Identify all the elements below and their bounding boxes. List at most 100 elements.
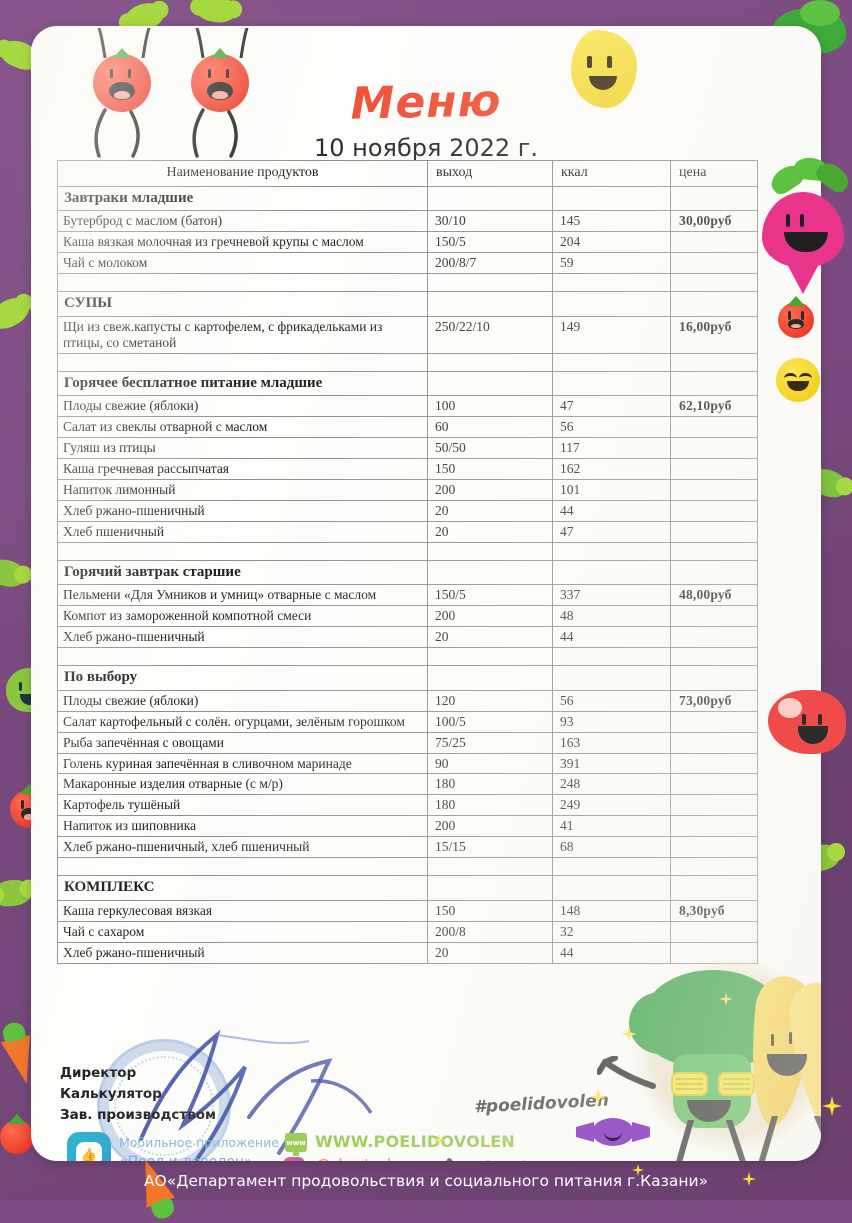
table-header-row: Наименование продуктов выход ккал цена bbox=[57, 160, 758, 187]
cell-kcal: 391 bbox=[552, 752, 671, 775]
cell-output: 100 bbox=[427, 395, 553, 418]
cell-kcal: 117 bbox=[552, 437, 671, 459]
cell-kcal: 204 bbox=[552, 231, 671, 254]
cell-name: Хлеб ржано-пшеничный bbox=[57, 499, 428, 522]
table-row: Плоды свежие (яблоки) 120 56 73,00руб bbox=[57, 689, 758, 712]
section-title: СУПЫ bbox=[57, 290, 428, 317]
cell-price bbox=[670, 836, 758, 859]
cell-output: 150/5 bbox=[427, 231, 553, 254]
phone-icon: 📞 bbox=[445, 1158, 466, 1161]
cell-name: Салат из свеклы отварной с маслом bbox=[57, 416, 428, 439]
cell-price bbox=[670, 920, 758, 943]
cell-price bbox=[670, 437, 758, 459]
table-row: Бутерброд с маслом (батон) 30/10 145 30,00р… bbox=[57, 210, 758, 233]
app-label-line2: «Поел и доволен» bbox=[119, 1152, 294, 1161]
thumbs-up-icon: 👍 bbox=[80, 1146, 98, 1161]
cell-price bbox=[670, 231, 758, 254]
table-row: Пельмени «Для Умников и умниц» отварные … bbox=[57, 584, 758, 607]
table-spacer-row bbox=[57, 857, 758, 877]
phone-number[interactable]: 8-(800)-234-33-88 bbox=[467, 1158, 620, 1161]
cell-kcal: 44 bbox=[552, 499, 671, 522]
cell-kcal: 47 bbox=[552, 520, 671, 543]
header-output: выход bbox=[427, 160, 553, 187]
cell-price bbox=[670, 605, 758, 628]
cell-output: 20 bbox=[427, 520, 553, 543]
table-spacer-row bbox=[57, 541, 758, 561]
cell-kcal: 248 bbox=[552, 773, 671, 796]
instagram-handle[interactable]: @depta.kzn bbox=[315, 1156, 416, 1161]
table-spacer-row bbox=[57, 647, 758, 667]
cell-price bbox=[670, 370, 758, 397]
tomato-character-icon bbox=[191, 28, 249, 158]
footer-text: АО«Департамент продовольствия и социальн… bbox=[143, 1171, 709, 1190]
cell-price: 16,00руб bbox=[670, 315, 758, 354]
tomato-character-icon bbox=[93, 28, 151, 158]
cell-price bbox=[670, 478, 758, 501]
table-section-row: Горячий завтрак старшие bbox=[57, 559, 758, 586]
table-spacer-row bbox=[57, 272, 758, 292]
cell-price bbox=[670, 665, 758, 691]
cell-name: Чай с молоком bbox=[57, 252, 428, 274]
cell-name: Каша гречневая рассыпчатая bbox=[57, 457, 428, 480]
cell-kcal: 44 bbox=[552, 626, 671, 649]
table-row: Компот из замороженной компотной смеси 20… bbox=[57, 605, 758, 628]
cell-price bbox=[670, 794, 758, 817]
cell-output: 30/10 bbox=[427, 210, 553, 233]
section-title: Завтраки младшие bbox=[57, 185, 428, 212]
cell-kcal: 148 bbox=[552, 899, 671, 922]
mobile-app-label: Мобильное приложение «Поел и доволен» bbox=[119, 1134, 294, 1161]
cell-name: Компот из замороженной компотной смеси bbox=[57, 605, 428, 628]
cell-price bbox=[670, 626, 758, 649]
cell-price bbox=[670, 815, 758, 838]
cell-output: 100/5 bbox=[427, 710, 553, 733]
cell-output: 180 bbox=[427, 794, 553, 817]
cell-price bbox=[670, 457, 758, 480]
cell-kcal: 145 bbox=[552, 210, 671, 233]
table-row: Каша вязкая молочная из гречневой крупы … bbox=[57, 231, 758, 254]
cell-kcal bbox=[552, 185, 671, 212]
website-link[interactable]: WWW.POELIDOVOLEN bbox=[315, 1132, 515, 1151]
contacts-strip: 👍 Мобильное приложение «Поел и доволен» … bbox=[67, 1124, 620, 1161]
cell-kcal: 337 bbox=[552, 584, 671, 607]
cell-name: Напиток из шиповника bbox=[57, 815, 428, 838]
cell-output: 90 bbox=[427, 752, 553, 775]
cell-kcal: 101 bbox=[552, 478, 671, 501]
mobile-app-icon[interactable]: 👍 bbox=[67, 1132, 111, 1161]
table-row: Салат из свеклы отварной с маслом 60 56 bbox=[57, 416, 758, 439]
cell-price bbox=[670, 773, 758, 796]
footer-bar: АО«Департамент продовольствия и социальн… bbox=[0, 1161, 852, 1200]
cell-price bbox=[670, 416, 758, 439]
section-title: КОМПЛЕКС bbox=[57, 875, 428, 901]
cell-output bbox=[427, 665, 553, 691]
cell-price: 62,10руб bbox=[670, 395, 758, 418]
cell-output bbox=[427, 559, 553, 586]
header-kcal: ккал bbox=[552, 160, 671, 187]
cell-output: 50/50 bbox=[427, 437, 553, 459]
table-section-row: СУПЫ bbox=[57, 290, 758, 317]
cell-name: Гуляш из птицы bbox=[57, 437, 428, 459]
cell-name: Щи из свеж.капусты с картофелем, с фрика… bbox=[57, 315, 428, 354]
cell-kcal: 32 bbox=[552, 920, 671, 943]
cell-price: 8,30руб bbox=[670, 899, 758, 922]
cell-output: 20 bbox=[427, 499, 553, 522]
table-spacer-row bbox=[57, 352, 758, 372]
cell-price: 30,00руб bbox=[670, 210, 758, 233]
cell-kcal: 56 bbox=[552, 416, 671, 439]
table-row: Хлеб ржано-пшеничный 20 44 bbox=[57, 626, 758, 649]
website-icon: www bbox=[285, 1133, 307, 1156]
cell-output: 20 bbox=[427, 626, 553, 649]
cell-price bbox=[670, 710, 758, 733]
section-title: Горячий завтрак старшие bbox=[57, 559, 428, 586]
cell-price: 73,00руб bbox=[670, 689, 758, 712]
cell-output: 250/22/10 bbox=[427, 315, 553, 354]
cell-output: 200 bbox=[427, 478, 553, 501]
table-row: Чай с молоком 200/8/7 59 bbox=[57, 252, 758, 274]
instagram-icon[interactable] bbox=[283, 1157, 305, 1161]
cell-name: Салат картофельный с солён. огурцами, зе… bbox=[57, 710, 428, 733]
cell-price bbox=[670, 875, 758, 901]
cell-output bbox=[427, 370, 553, 397]
cell-kcal: 47 bbox=[552, 395, 671, 418]
cell-name: Плоды свежие (яблоки) bbox=[57, 395, 428, 418]
table-row: Хлеб ржано-пшеничный, хлеб пшеничный 15/1… bbox=[57, 836, 758, 859]
menu-date: 10 ноября 2022 г. bbox=[313, 134, 539, 162]
